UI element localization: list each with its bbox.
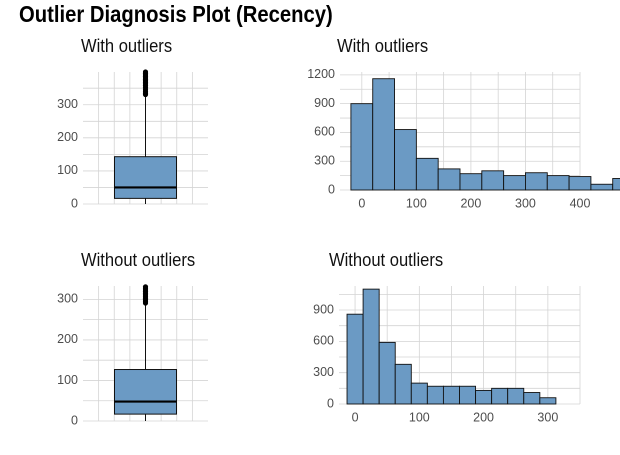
panel-1 [83, 69, 208, 205]
x-tick-label: 0 [358, 196, 365, 210]
histogram-bar [539, 397, 557, 405]
histogram-bar [475, 389, 493, 405]
histogram-bar [350, 103, 374, 191]
panel-4 [339, 286, 581, 405]
y-tick-label: 1200 [307, 67, 335, 81]
panel-2 [340, 72, 620, 191]
y-tick-label: 100 [57, 163, 78, 177]
histogram-bar [437, 168, 461, 191]
histogram-bar [481, 170, 505, 191]
y-tick-label: 300 [57, 97, 78, 111]
histogram-bar [415, 157, 439, 191]
histogram-bar [523, 392, 541, 405]
outlier-point [142, 284, 149, 290]
x-tick-label: 300 [515, 196, 536, 210]
histogram-bar [546, 175, 570, 191]
y-tick-label: 300 [313, 365, 334, 379]
histogram-bar [491, 387, 509, 405]
x-tick-label: 200 [460, 196, 481, 210]
histogram-bar [394, 129, 417, 191]
histogram-bar [459, 385, 477, 405]
box-iqr [114, 156, 177, 199]
y-tick-label: 0 [327, 396, 334, 410]
histogram-bar [426, 385, 444, 405]
histogram-bar [442, 385, 460, 405]
histogram-bar [346, 313, 364, 405]
panel-title-bottom-right: Without outliers [329, 250, 444, 270]
histogram-bar [410, 382, 428, 405]
histogram-bar [372, 78, 395, 191]
histogram-bar [507, 387, 525, 405]
box-iqr [114, 369, 177, 415]
histogram-bar [503, 175, 526, 191]
y-tick-label: 300 [314, 154, 335, 168]
histogram-bar [459, 173, 483, 191]
y-tick-label: 200 [57, 130, 78, 144]
histogram-bar [590, 183, 614, 191]
x-tick-label: 100 [409, 410, 430, 424]
y-tick-label: 600 [314, 125, 335, 139]
x-tick-label: 400 [570, 196, 591, 210]
main-title: Outlier Diagnosis Plot (Recency) [19, 1, 333, 27]
x-tick-label: 200 [473, 410, 494, 424]
panel-3 [83, 284, 208, 422]
x-tick-label: 300 [537, 410, 558, 424]
histogram-bar [378, 341, 396, 405]
x-tick-label: 0 [352, 410, 359, 424]
y-tick-label: 0 [328, 182, 335, 196]
y-tick-label: 200 [57, 332, 78, 346]
panel-title-top-right: With outliers [337, 36, 429, 56]
histogram-bar [362, 288, 380, 405]
y-tick-label: 300 [57, 292, 78, 306]
y-tick-label: 900 [314, 96, 335, 110]
y-tick-label: 900 [313, 302, 334, 316]
x-tick-label: 100 [406, 196, 427, 210]
outlier-point [142, 69, 149, 75]
panel-title-bottom-left: Without outliers [81, 250, 196, 270]
y-tick-label: 600 [313, 334, 334, 348]
panel-title-top-left: With outliers [81, 36, 173, 56]
y-tick-label: 0 [71, 413, 78, 427]
y-tick-label: 100 [57, 373, 78, 387]
histogram-bar [568, 176, 592, 191]
histogram-bar [525, 172, 548, 191]
y-tick-label: 0 [71, 196, 78, 210]
histogram-bar [394, 363, 412, 405]
histogram-bar [612, 178, 620, 191]
